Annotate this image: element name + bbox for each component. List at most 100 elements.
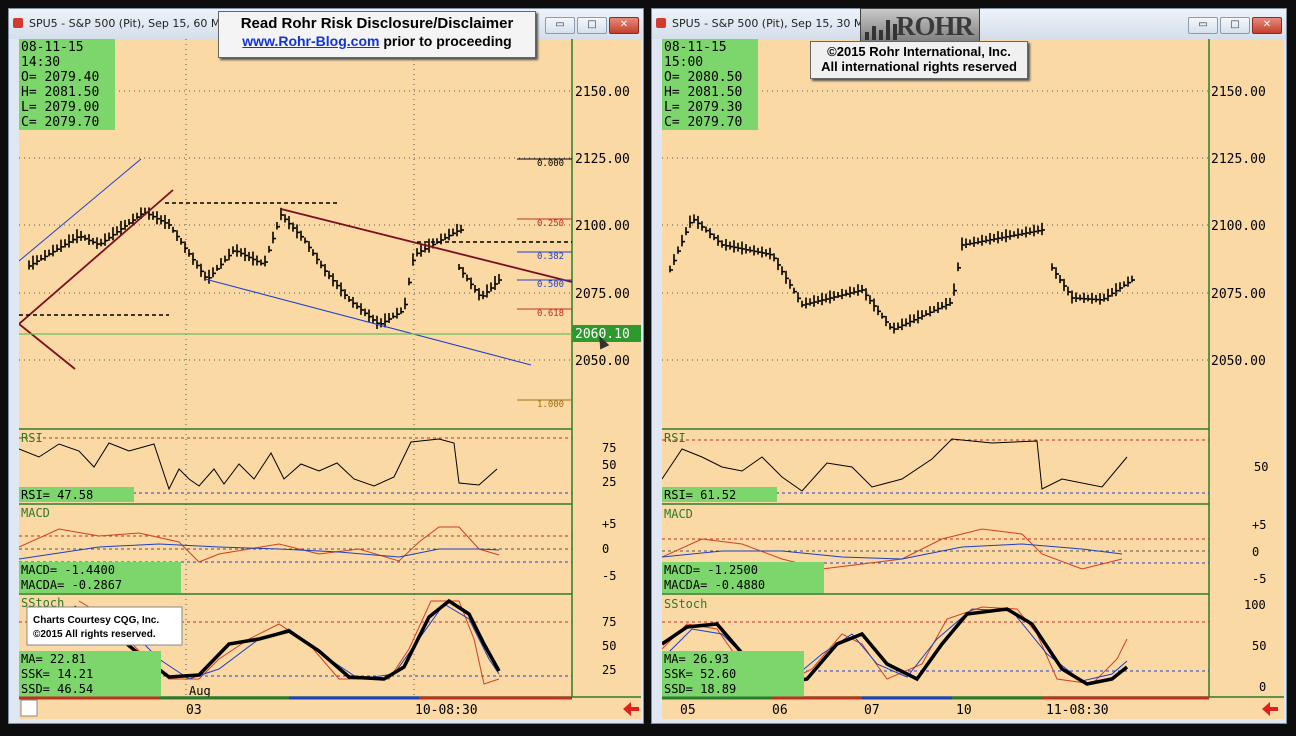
price-axis-label: 2100.00 xyxy=(575,219,630,234)
time-axis-label: 03 xyxy=(186,703,202,718)
copyright-line2: All international rights reserved xyxy=(821,59,1017,74)
stoch-label: SStoch xyxy=(664,597,707,611)
price-axis-label: 2125.00 xyxy=(575,152,630,167)
fib-label: 0.382 xyxy=(537,252,564,262)
readout-low: L= 2079.30 xyxy=(664,100,743,115)
left-ohlc-readout: 08-11-15 14:30 O= 2079.40 H= 2081.50 L= … xyxy=(19,39,115,130)
stoch-ssk-readout: SSK= 52.60 xyxy=(664,667,736,681)
price-axis-label: 2100.00 xyxy=(1211,219,1266,234)
macda-readout: MACDA= -0.4880 xyxy=(664,578,765,592)
maximize-button[interactable]: □ xyxy=(1220,17,1250,34)
stoch-axis-label: 75 xyxy=(602,615,616,629)
disclaimer-title: Read Rohr Risk Disclosure/Disclaimer xyxy=(240,15,514,32)
price-axis-label: 2075.00 xyxy=(575,287,630,302)
fib-label: 1.000 xyxy=(537,400,564,410)
time-axis-label: 06 xyxy=(772,703,788,718)
macd-axis-label: -5 xyxy=(602,569,616,583)
time-axis-label: 10-08:30 xyxy=(415,703,478,718)
stoch-ssd-readout: SSD= 46.54 xyxy=(21,682,93,696)
fib-label: 0.250 xyxy=(537,219,564,229)
stoch-axis-label: 0 xyxy=(1259,680,1266,694)
copyright-notice: ©2015 Rohr International, Inc. All inter… xyxy=(810,41,1028,79)
time-axis-label: 05 xyxy=(680,703,696,718)
stoch-axis-label: 25 xyxy=(602,663,616,677)
rsi-label: RSI xyxy=(664,431,686,445)
stoch-ma-readout: MA= 22.81 xyxy=(21,652,86,666)
price-axis-label: 2150.00 xyxy=(1211,85,1266,100)
price-axis-label: 2075.00 xyxy=(1211,287,1266,302)
maximize-button[interactable]: □ xyxy=(577,17,607,34)
macd-axis-label: 0 xyxy=(602,542,609,556)
stoch-ssd-readout: SSD= 18.89 xyxy=(664,682,736,696)
left-chart-area[interactable]: 0.000 0.250 0.382 0.500 0.618 1.000 2150… xyxy=(19,39,641,719)
bar-chart-icon xyxy=(865,20,897,40)
readout-close: C= 2079.70 xyxy=(664,115,743,130)
current-price-tag: 2060.10 xyxy=(575,327,630,342)
cqg-credit: Charts Courtesy CQG, Inc. xyxy=(33,615,159,626)
readout-open: O= 2079.40 xyxy=(21,70,100,85)
time-axis-label: 11-08:30 xyxy=(1046,703,1109,718)
right-chart-area[interactable]: 2150.00 2125.00 2100.00 2075.00 2050.00 … xyxy=(662,39,1284,719)
rohr-blog-link[interactable]: www.Rohr-Blog.com xyxy=(242,33,380,49)
macd-label: MACD xyxy=(21,506,50,520)
copyright-line1: ©2015 Rohr International, Inc. xyxy=(827,44,1011,59)
readout-date: 08-11-15 xyxy=(21,40,84,55)
fib-label: 0.000 xyxy=(537,159,564,169)
macd-axis-label: -5 xyxy=(1252,572,1266,586)
rsi-axis-label: 50 xyxy=(602,458,616,472)
price-axis-label: 2150.00 xyxy=(575,85,630,100)
macd-readout: MACD= -1.2500 xyxy=(664,563,758,577)
left-chart-window: SPU5 - S&P 500 (Pit), Sep 15, 60 Min ▭ □… xyxy=(8,8,644,724)
rsi-readout: RSI= 47.58 xyxy=(21,488,93,502)
readout-open: O= 2080.50 xyxy=(664,70,743,85)
time-axis-label: 07 xyxy=(864,703,880,718)
macd-label: MACD xyxy=(664,507,693,521)
close-button[interactable]: ✕ xyxy=(1252,17,1282,34)
readout-date: 08-11-15 xyxy=(664,40,727,55)
macd-axis-label: 0 xyxy=(1252,545,1259,559)
readout-time: 14:30 xyxy=(21,55,61,70)
arrow-left-icon[interactable] xyxy=(623,702,639,716)
readout-close: C= 2079.70 xyxy=(21,115,100,130)
stoch-ssk-readout: SSK= 14.21 xyxy=(21,667,93,681)
stoch-axis-label: 100 xyxy=(1244,598,1266,612)
disclaimer-suffix: prior to proceeding xyxy=(383,33,512,49)
readout-high: H= 2081.50 xyxy=(21,85,100,100)
time-axis-label: Aug xyxy=(189,684,211,698)
stoch-axis-label: 50 xyxy=(602,639,616,653)
macda-readout: MACDA= -0.2867 xyxy=(21,578,122,592)
macd-axis-label: +5 xyxy=(602,517,616,531)
disclaimer-notice: Read Rohr Risk Disclosure/Disclaimer www… xyxy=(218,11,536,58)
rsi-readout: RSI= 61.52 xyxy=(664,488,736,502)
arrow-left-icon[interactable] xyxy=(1262,702,1278,716)
close-button[interactable]: ✕ xyxy=(609,17,639,34)
right-window-title: SPU5 - S&P 500 (Pit), Sep 15, 30 Min xyxy=(672,17,874,30)
left-window-title: SPU5 - S&P 500 (Pit), Sep 15, 60 Min xyxy=(29,17,231,30)
app-icon xyxy=(13,18,23,28)
minimize-button[interactable]: ▭ xyxy=(545,17,575,34)
macd-axis-label: +5 xyxy=(1252,518,1266,532)
readout-time: 15:00 xyxy=(664,55,704,70)
rsi-axis-label: 75 xyxy=(602,441,616,455)
minimize-button[interactable]: ▭ xyxy=(1188,17,1218,34)
readout-high: H= 2081.50 xyxy=(664,85,743,100)
readout-low: L= 2079.00 xyxy=(21,100,100,115)
app-icon xyxy=(656,18,666,28)
stoch-ma-readout: MA= 26.93 xyxy=(664,652,729,666)
rsi-label: RSI xyxy=(21,431,43,445)
rohr-logo: ROHR xyxy=(860,8,980,44)
stoch-axis-label: 50 xyxy=(1252,639,1266,653)
rsi-axis-label: 25 xyxy=(602,475,616,489)
price-axis-label: 2050.00 xyxy=(575,354,630,369)
price-axis-label: 2050.00 xyxy=(1211,354,1266,369)
time-axis-label: 10 xyxy=(956,703,972,718)
right-chart-window: SPU5 - S&P 500 (Pit), Sep 15, 30 Min ▭ □… xyxy=(651,8,1287,724)
price-axis-label: 2125.00 xyxy=(1211,152,1266,167)
scroll-box[interactable] xyxy=(20,699,38,717)
rsi-axis-label: 50 xyxy=(1254,460,1268,474)
right-ohlc-readout: 08-11-15 15:00 O= 2080.50 H= 2081.50 L= … xyxy=(662,39,758,130)
cqg-copyright: ©2015 All rights reserved. xyxy=(33,629,156,640)
fib-label: 0.500 xyxy=(537,280,564,290)
macd-readout: MACD= -1.4400 xyxy=(21,563,115,577)
fib-label: 0.618 xyxy=(537,309,564,319)
